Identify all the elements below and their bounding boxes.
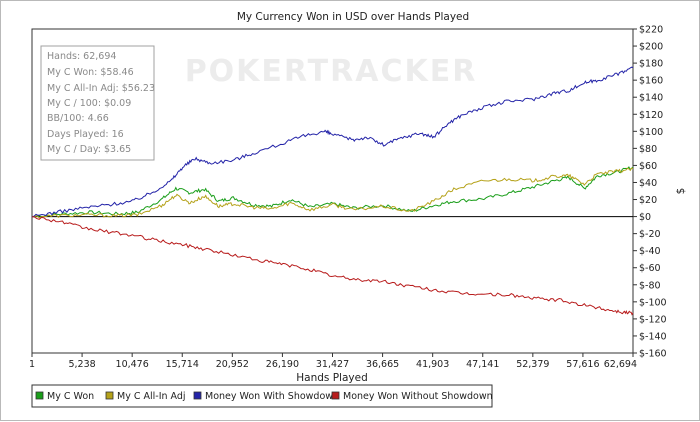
- stat-days: Days Played: 16: [47, 129, 124, 140]
- x-tick-label: 47,141: [466, 359, 499, 370]
- x-tick-label: 41,903: [416, 359, 449, 370]
- x-tick-label: 36,665: [366, 359, 399, 370]
- y-tick-label: $-40: [639, 246, 661, 257]
- x-axis-label: Hands Played: [296, 372, 367, 384]
- y-axis-label: $: [675, 188, 687, 195]
- series-layer: [31, 66, 634, 316]
- series-line-2: [31, 167, 634, 219]
- y-tick-label: $60: [639, 161, 657, 172]
- y-tick-label: $160: [639, 76, 663, 87]
- legend-label: Money Won With Showdown: [205, 391, 339, 402]
- stat-per-day: My C / Day: $3.65: [47, 144, 131, 155]
- legend: My C Won My C All-In Adj Money Won With Sh…: [31, 384, 493, 408]
- legend-label: My C Won: [47, 391, 94, 402]
- x-tick-label: 26,190: [266, 359, 299, 370]
- stat-per-100: My C / 100: $0.09: [47, 98, 131, 109]
- series-line-3: [31, 66, 634, 218]
- x-tick-label: 15,714: [166, 359, 199, 370]
- x-tick-label: 1: [29, 359, 35, 370]
- y-tick-label: $0: [639, 212, 651, 223]
- y-tick-label: $-140: [639, 331, 667, 342]
- y-tick-label: $-120: [639, 314, 667, 325]
- y-tick-label: $180: [639, 59, 663, 70]
- x-tick-label: 57,616: [566, 359, 599, 370]
- watermark: POKERTRACKER: [185, 54, 478, 89]
- x-axis: 1 5,238 10,476 15,714 20,952 26,190 31,427 36,6…: [29, 353, 637, 370]
- y-tick-label: $-160: [639, 349, 667, 360]
- y-tick-label: $100: [639, 127, 663, 138]
- stats-box: Hands: 62,694 My C Won: $58.46 My C All-…: [40, 45, 155, 161]
- y-tick-label: $-60: [639, 263, 661, 274]
- chart-title: My Currency Won in USD over Hands Played: [237, 11, 469, 23]
- stat-bb-100: BB/100: 4.66: [47, 113, 109, 124]
- legend-swatch: [331, 391, 340, 400]
- legend-swatch: [105, 391, 114, 400]
- y-tick-label: $40: [639, 178, 657, 189]
- x-tick-label: 52,379: [516, 359, 549, 370]
- x-tick-label: 5,238: [68, 359, 95, 370]
- legend-label: Money Won Without Showdown: [343, 391, 493, 402]
- y-tick-label: $120: [639, 110, 663, 121]
- stat-won: My C Won: $58.46: [47, 67, 134, 78]
- stat-hands: Hands: 62,694: [47, 51, 116, 62]
- x-tick-label: 31,427: [316, 359, 349, 370]
- y-tick-label: $20: [639, 195, 657, 206]
- x-tick-label: 62,694: [604, 359, 637, 370]
- y-axis: $220 $200 $180 $160 $140 $120 $100 $80 $60 $40 $20…: [633, 25, 667, 360]
- x-tick-label: 20,952: [216, 359, 249, 370]
- legend-label: My C All-In Adj: [117, 391, 186, 402]
- y-tick-label: $140: [639, 93, 663, 104]
- y-tick-label: $-20: [639, 229, 661, 240]
- y-tick-label: $220: [639, 25, 663, 36]
- legend-swatch: [35, 391, 44, 400]
- series-line-1: [31, 166, 634, 218]
- y-tick-label: $80: [639, 144, 657, 155]
- y-tick-label: $-100: [639, 297, 667, 308]
- series-line-4: [31, 216, 634, 316]
- legend-swatch: [193, 391, 202, 400]
- stat-allin-adj: My C All-In Adj: $56.23: [47, 83, 155, 94]
- y-tick-label: $200: [639, 42, 663, 53]
- x-tick-label: 10,476: [116, 359, 149, 370]
- y-tick-label: $-80: [639, 280, 661, 291]
